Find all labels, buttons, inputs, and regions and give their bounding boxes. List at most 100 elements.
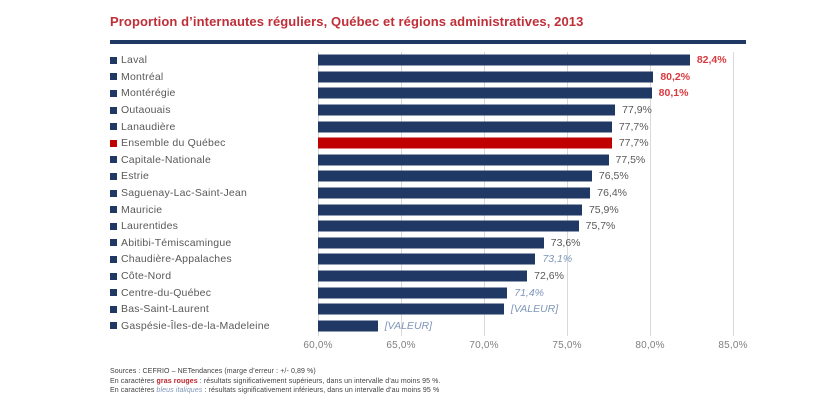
bar bbox=[318, 71, 654, 83]
region-label: Côte-Nord bbox=[121, 270, 172, 283]
footnote-red-highlight: gras rouges bbox=[156, 377, 198, 385]
legend-square-icon bbox=[110, 156, 117, 164]
value-label: 75,9% bbox=[588, 203, 619, 216]
legend-square-icon bbox=[110, 172, 117, 180]
legend-square-icon bbox=[110, 56, 117, 64]
footnotes: Sources : CEFRIO – NETendances (marge d’… bbox=[110, 367, 750, 396]
legend-square-icon bbox=[110, 139, 117, 147]
legend-square-icon bbox=[110, 106, 117, 114]
region-label: Lanaudière bbox=[121, 120, 176, 133]
chart-row: Lanaudière 77,7% bbox=[110, 118, 830, 135]
value-label: 75,7% bbox=[585, 220, 616, 233]
chart-row: Gaspésie-Îles-de-la-Madeleine [VALEUR] bbox=[110, 318, 830, 335]
bar bbox=[318, 54, 690, 66]
x-axis-tick-label: 60,0% bbox=[303, 340, 333, 351]
value-label: 77,5% bbox=[615, 153, 646, 166]
chart-row: Ensemble du Québec 77,7% bbox=[110, 135, 830, 152]
footnote-text: En caractères bbox=[110, 387, 157, 395]
footnote-red-note: En caractères gras rouges : résultats si… bbox=[110, 377, 750, 387]
bar bbox=[318, 204, 582, 216]
gridline bbox=[733, 52, 734, 336]
x-axis-tick-label: 85,0% bbox=[718, 340, 748, 351]
legend-square-icon bbox=[110, 272, 117, 280]
value-label: [VALEUR] bbox=[510, 303, 559, 316]
bar bbox=[318, 270, 528, 282]
value-label: 77,7% bbox=[618, 120, 649, 133]
footnote-text: : résultats significativement inférieurs… bbox=[202, 387, 440, 395]
value-label: 80,2% bbox=[660, 70, 691, 83]
chart-title: Proportion d’internautes réguliers, Québ… bbox=[110, 14, 584, 29]
value-label: [VALEUR] bbox=[384, 319, 433, 332]
value-label: 76,5% bbox=[598, 170, 629, 183]
chart-row: Laval 82,4% bbox=[110, 52, 830, 69]
legend-square-icon bbox=[110, 305, 117, 313]
chart-rows: Laval 82,4% Montréal 80,2% Montérégie 80,1% Ou… bbox=[110, 52, 830, 334]
bar bbox=[318, 170, 592, 182]
bar bbox=[318, 187, 591, 199]
bar bbox=[318, 287, 508, 299]
value-label: 71,4% bbox=[514, 286, 545, 299]
bar bbox=[318, 320, 378, 332]
title-underline-rule bbox=[110, 40, 746, 44]
bar bbox=[318, 253, 536, 265]
chart-row: Centre-du-Québec 71,4% bbox=[110, 284, 830, 301]
footnote-blue-note: En caractères bleus italiques : résultat… bbox=[110, 386, 750, 396]
footnote-text: En caractères bbox=[110, 377, 157, 385]
legend-square-icon bbox=[110, 289, 117, 297]
region-label: Ensemble du Québec bbox=[121, 137, 226, 150]
footnote-blue-highlight: bleus italiques bbox=[156, 387, 203, 395]
region-label: Gaspésie-Îles-de-la-Madeleine bbox=[121, 319, 270, 332]
region-label: Mauricie bbox=[121, 203, 163, 216]
chart-row: Laurentides 75,7% bbox=[110, 218, 830, 235]
value-label: 77,9% bbox=[622, 104, 652, 117]
chart-row: Saguenay-Lac-Saint-Jean 76,4% bbox=[110, 185, 830, 202]
gridline bbox=[650, 52, 651, 336]
chart-row: Capitale-Nationale 77,5% bbox=[110, 152, 830, 169]
legend-square-icon bbox=[110, 222, 117, 230]
bar bbox=[318, 303, 504, 315]
region-label: Bas-Saint-Laurent bbox=[121, 303, 210, 316]
region-label: Laurentides bbox=[121, 220, 179, 233]
bar bbox=[318, 87, 652, 99]
chart-row: Côte-Nord 72,6% bbox=[110, 268, 830, 285]
chart-row: Abitibi-Témiscamingue 73,6% bbox=[110, 235, 830, 252]
value-label: 72,6% bbox=[534, 270, 564, 283]
chart-row: Bas-Saint-Laurent [VALEUR] bbox=[110, 301, 830, 318]
region-label: Estrie bbox=[121, 170, 150, 183]
bar bbox=[318, 237, 544, 249]
region-label: Centre-du-Québec bbox=[121, 286, 212, 299]
bar-chart: Laval 82,4% Montréal 80,2% Montérégie 80,1% Ou… bbox=[110, 52, 830, 352]
chart-row: Outaouais 77,9% bbox=[110, 102, 830, 119]
legend-square-icon bbox=[110, 322, 117, 330]
region-label: Abitibi-Témiscamingue bbox=[121, 236, 232, 249]
bar bbox=[318, 154, 609, 166]
value-label: 77,7% bbox=[618, 137, 649, 150]
x-axis-tick-label: 80,0% bbox=[635, 340, 665, 351]
chart-row: Estrie 76,5% bbox=[110, 168, 830, 185]
legend-square-icon bbox=[110, 73, 117, 81]
chart-row: Montréal 80,2% bbox=[110, 69, 830, 86]
legend-square-icon bbox=[110, 255, 117, 263]
region-label: Montréal bbox=[121, 70, 164, 83]
value-label: 73,1% bbox=[542, 253, 573, 266]
bar bbox=[318, 121, 612, 133]
region-label: Outaouais bbox=[121, 104, 171, 117]
x-axis-tick-label: 75,0% bbox=[552, 340, 582, 351]
region-label: Capitale-Nationale bbox=[121, 153, 211, 166]
value-label: 82,4% bbox=[696, 54, 727, 67]
chart-row: Mauricie 75,9% bbox=[110, 201, 830, 218]
x-axis-tick-label: 70,0% bbox=[469, 340, 499, 351]
value-label: 80,1% bbox=[658, 87, 689, 100]
legend-square-icon bbox=[110, 189, 117, 197]
region-label: Montérégie bbox=[121, 87, 176, 100]
bar bbox=[318, 220, 579, 232]
region-label: Saguenay-Lac-Saint-Jean bbox=[121, 187, 248, 200]
legend-square-icon bbox=[110, 239, 117, 247]
footnote-sources: Sources : CEFRIO – NETendances (marge d’… bbox=[110, 368, 316, 375]
value-label: 76,4% bbox=[597, 187, 628, 200]
legend-square-icon bbox=[110, 89, 117, 97]
value-label: 73,6% bbox=[550, 236, 581, 249]
legend-square-icon bbox=[110, 123, 117, 131]
region-label: Chaudière-Appalaches bbox=[121, 253, 232, 266]
